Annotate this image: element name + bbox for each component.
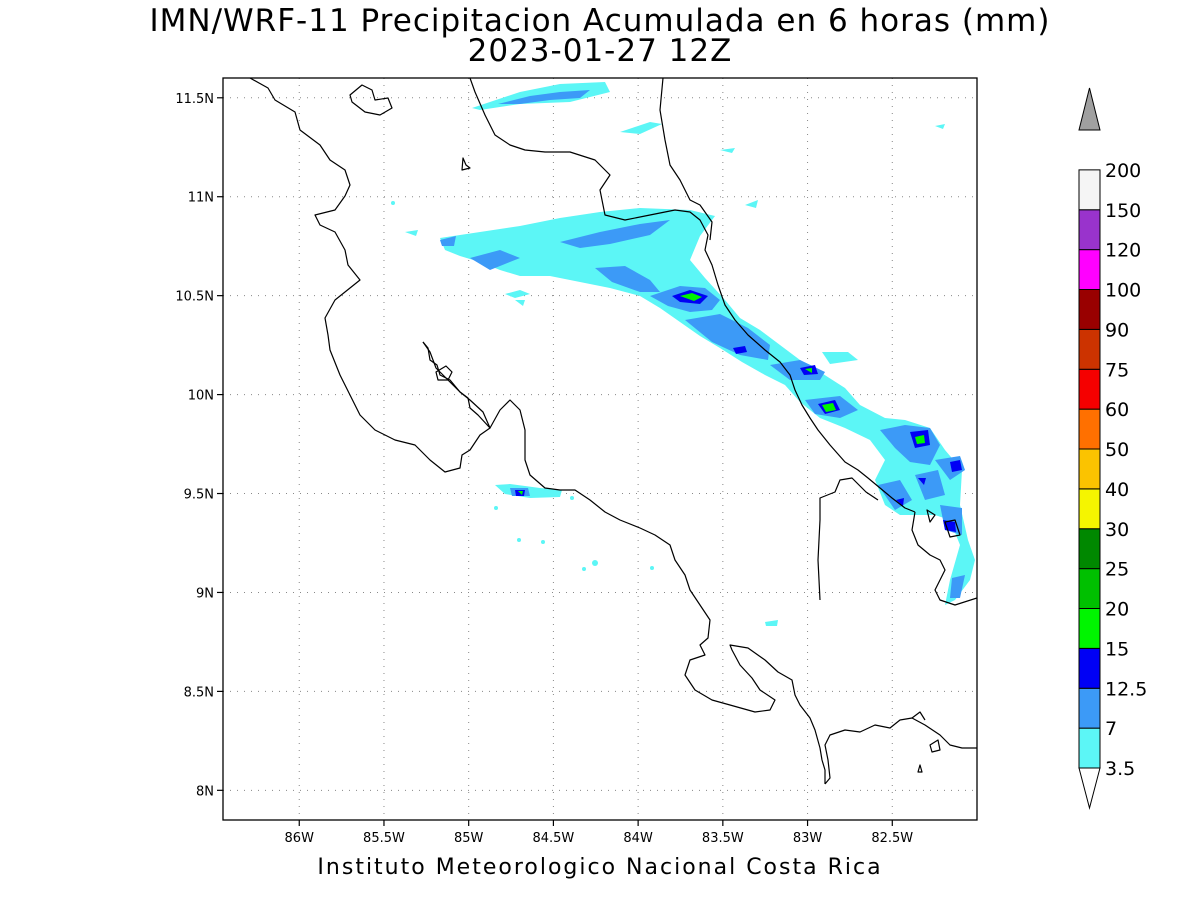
colorbar-label: 3.5 — [1105, 758, 1135, 780]
osa-inner — [824, 717, 977, 785]
colorbar-top-arrow — [1078, 87, 1101, 131]
colorbar-label: 150 — [1105, 200, 1141, 222]
colorbar-bottom-arrow — [1078, 767, 1101, 810]
precip-cell-b — [515, 300, 525, 306]
colorbar-label: 20 — [1105, 599, 1129, 621]
colorbar-swatch — [1078, 209, 1101, 251]
lake-nicaragua — [349, 84, 393, 116]
colorbar-label: 50 — [1105, 439, 1129, 461]
colorbar-label: 25 — [1105, 559, 1129, 581]
map-subtitle-date: 2023-01-27 12Z — [467, 33, 733, 69]
precip-band-mid-core-3 — [595, 266, 660, 292]
colorbar-swatch — [1078, 647, 1101, 689]
colorbar-swatch — [1078, 488, 1101, 530]
lat-tick-label: 11N — [188, 191, 214, 206]
lon-tick-label: 83.5W — [702, 831, 744, 846]
lon-tick-label: 84.5W — [532, 831, 574, 846]
map-title: IMN/WRF-11 Precipitacion Acumulada en 6 … — [149, 3, 1051, 39]
nicoya-gulf — [422, 341, 826, 784]
colorbar-swatch — [1078, 368, 1101, 410]
axis-ticks: 86W 85.5W 85W 84.5W 84W 83.5W 83W 82.5W 8N 8.5N 9N… — [175, 92, 913, 846]
coastlines-and-borders — [249, 78, 977, 785]
colorbar-label: 40 — [1105, 479, 1129, 501]
colorbar-label: 12.5 — [1105, 678, 1147, 700]
colorbar-swatch — [1078, 528, 1101, 570]
precip-cell-e — [405, 230, 418, 236]
colorbar-label: 200 — [1105, 160, 1141, 182]
colorbar-label: 7 — [1105, 718, 1117, 740]
colorbar-swatch — [1078, 328, 1101, 370]
colorbar-swatch — [1078, 727, 1101, 769]
colorbar-swatch — [1078, 568, 1101, 609]
lat-tick-label: 11.5N — [175, 92, 214, 107]
panama-border — [911, 511, 977, 606]
caribbean-coast — [469, 78, 916, 513]
lat-tick-label: 9N — [196, 586, 214, 601]
precip-band-east — [822, 352, 858, 364]
precip-band-north-core — [498, 90, 590, 104]
lon-tick-label: 82.5W — [871, 831, 913, 846]
precip-band-mid-core-1 — [470, 250, 520, 270]
panama-coast — [817, 477, 879, 601]
colorbar-swatch — [1078, 687, 1101, 729]
precip-core-coast-10 — [950, 575, 965, 598]
colorbar-label: 120 — [1105, 240, 1141, 262]
island-4 — [944, 519, 961, 538]
colorbar-label: 15 — [1105, 638, 1129, 660]
colorbar-swatch — [1078, 448, 1101, 490]
map-frame — [222, 77, 978, 821]
precip-cell-d — [745, 200, 758, 208]
colorbar-swatch — [1078, 408, 1101, 450]
island-1 — [461, 157, 471, 171]
lon-tick-label: 84W — [623, 831, 653, 846]
colorbar-label: 100 — [1105, 280, 1141, 302]
footer-institution: Instituto Meteorologico Nacional Costa R… — [317, 855, 883, 880]
lon-tick-label: 85.5W — [363, 831, 405, 846]
lon-tick-label: 86W — [285, 831, 315, 846]
colorbar-swatch — [1078, 169, 1101, 211]
island-2 — [435, 365, 453, 381]
lat-tick-label: 10.5N — [175, 290, 214, 305]
precip-core-coast-2 — [685, 314, 770, 360]
colorbar-label: 90 — [1105, 319, 1129, 341]
precip-band-caribbean — [440, 208, 975, 605]
precip-core-coast-7 — [878, 480, 912, 510]
colorbar-swatch — [1078, 249, 1101, 290]
precip-band-nw-small — [620, 122, 662, 134]
pacific-coast-north — [249, 78, 491, 473]
colorbar: 3.5 7 12.5 15 20 25 30 40 50 60 75 90 100 120 150 200 — [1078, 87, 1147, 810]
lat-tick-label: 9.5N — [184, 488, 214, 503]
caribbean-islands — [911, 711, 926, 721]
lon-tick-label: 83W — [793, 831, 823, 846]
colorbar-label: 60 — [1105, 399, 1129, 421]
island-5 — [929, 739, 941, 753]
precipitation-shading — [391, 82, 975, 626]
nicaragua-border — [659, 78, 713, 241]
island-6 — [917, 764, 923, 773]
lat-tick-label: 10N — [188, 389, 214, 404]
colorbar-swatch — [1078, 608, 1101, 649]
lon-tick-label: 85W — [454, 831, 484, 846]
precip-core-coast-8 — [915, 470, 945, 500]
precip-core-coast-3 — [770, 360, 825, 380]
precip-cell-a — [505, 290, 530, 298]
precip-band-mid-core-2 — [560, 220, 670, 248]
precip-cell-c — [720, 148, 735, 153]
lat-tick-label: 8N — [196, 784, 214, 799]
island-3 — [926, 509, 936, 523]
colorbar-label: 30 — [1105, 519, 1129, 541]
colorbar-label: 75 — [1105, 359, 1129, 381]
colorbar-swatch — [1078, 289, 1101, 330]
lat-tick-label: 8.5N — [184, 685, 214, 700]
